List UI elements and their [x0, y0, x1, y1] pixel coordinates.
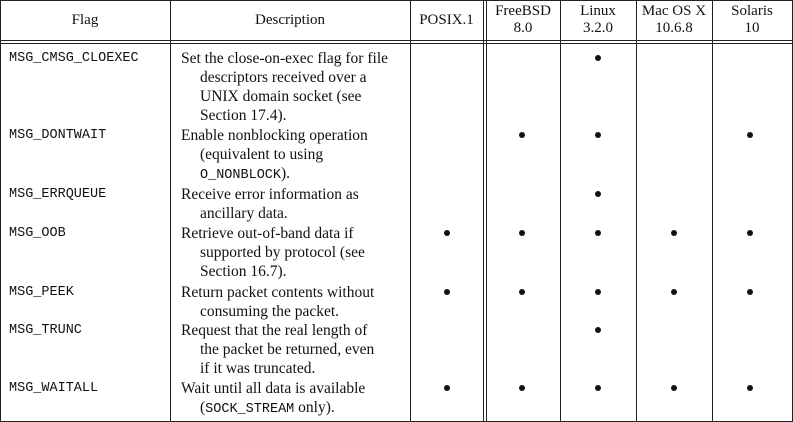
- support-dot-posix: [444, 289, 450, 295]
- header-linux: Linux 3.2.0: [580, 3, 616, 36]
- desc-msg-trunc: Request that the real length of the pack…: [181, 322, 375, 377]
- desc-msg-oob: Retrieve out-of-band data if supported b…: [181, 225, 365, 280]
- flag-msg-trunc: MSG_TRUNC: [9, 323, 82, 338]
- support-dot-linux: [595, 385, 601, 391]
- table-top-rule: [0, 0, 793, 1]
- col-rule-linux: [636, 0, 637, 422]
- support-dot-solaris: [747, 230, 753, 236]
- desc-msg-cmsg-cloexec: Set the close-on-exec flag for file desc…: [181, 50, 389, 124]
- header-description: Description: [255, 11, 325, 28]
- header-flag: Flag: [71, 11, 99, 28]
- support-dot-linux: [595, 289, 601, 295]
- support-dot-solaris: [747, 289, 753, 295]
- support-dot-linux: [595, 230, 601, 236]
- desc-msg-waitall: Wait until all data is available (SOCK_S…: [181, 380, 366, 417]
- flag-msg-peek: MSG_PEEK: [9, 285, 74, 300]
- header-posix: POSIX.1: [419, 11, 474, 28]
- table-left-rule: [0, 0, 1, 422]
- support-dot-solaris: [747, 385, 753, 391]
- support-dot-freebsd: [519, 385, 525, 391]
- header-macos: Mac OS X 10.6.8: [641, 3, 707, 36]
- header-freebsd: FreeBSD 8.0: [495, 3, 551, 36]
- flag-msg-oob: MSG_OOB: [9, 226, 66, 241]
- support-dot-solaris: [747, 132, 753, 138]
- col-rule-posix-a: [483, 0, 484, 422]
- header-solaris: Solaris 10: [731, 3, 773, 36]
- desc-msg-dontwait: Enable nonblocking operation (equivalent…: [181, 127, 368, 183]
- desc-msg-peek: Return packet contents without consuming…: [181, 284, 375, 320]
- support-dot-posix: [444, 230, 450, 236]
- flag-msg-errqueue: MSG_ERRQUEUE: [9, 187, 107, 202]
- support-dot-linux: [595, 55, 601, 61]
- col-rule-freebsd: [560, 0, 561, 422]
- flag-msg-dontwait: MSG_DONTWAIT: [9, 128, 107, 143]
- flag-msg-cmsg-cloexec: MSG_CMSG_CLOEXEC: [9, 51, 139, 66]
- support-dot-linux: [595, 132, 601, 138]
- support-dot-freebsd: [519, 230, 525, 236]
- support-dot-macos: [671, 385, 677, 391]
- col-rule-flag: [170, 0, 171, 422]
- flag-msg-waitall: MSG_WAITALL: [9, 381, 99, 396]
- col-rule-macos: [712, 0, 713, 422]
- support-dot-freebsd: [519, 132, 525, 138]
- header-rule-1: [0, 40, 793, 41]
- support-dot-linux: [595, 191, 601, 197]
- col-rule-posix-b: [486, 0, 487, 422]
- col-rule-desc: [410, 0, 411, 422]
- header-rule-2: [0, 43, 793, 44]
- support-dot-posix: [444, 385, 450, 391]
- support-dot-linux: [595, 327, 601, 333]
- desc-msg-errqueue: Receive error information as ancillary d…: [181, 186, 359, 222]
- support-dot-macos: [671, 230, 677, 236]
- support-dot-macos: [671, 289, 677, 295]
- support-dot-freebsd: [519, 289, 525, 295]
